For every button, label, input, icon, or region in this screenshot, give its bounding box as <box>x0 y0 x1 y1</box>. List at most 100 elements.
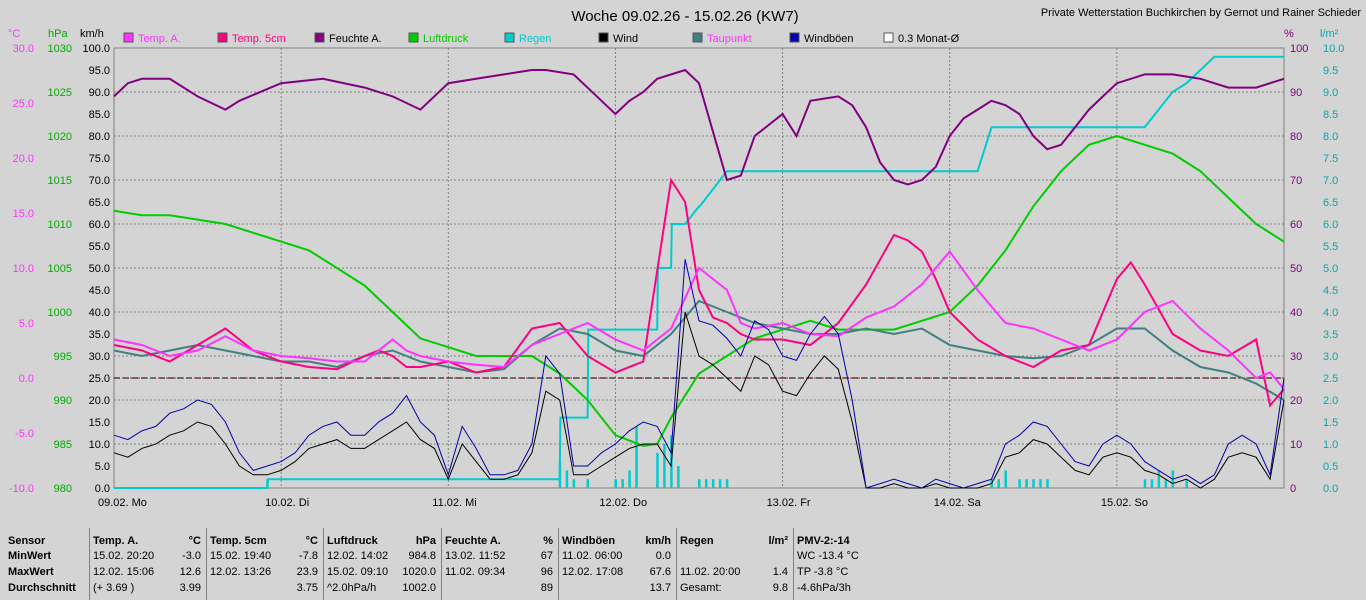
series-windboeen <box>113 259 1285 489</box>
hum-tick-label: 20 <box>1290 395 1302 407</box>
legend-swatch-regen <box>504 32 515 43</box>
press-tick-label: 1010 <box>48 219 72 231</box>
rain-tick-label: 6.0 <box>1323 219 1338 231</box>
press-tick-label: 980 <box>54 483 72 495</box>
temp-tick-label: 10.0 <box>13 263 34 275</box>
legend-swatch-luftdruck <box>408 32 419 43</box>
rain-tick-label: 6.5 <box>1323 197 1338 209</box>
table-cell-time: 13.02. 11:52 <box>445 550 506 562</box>
rain-bar <box>1143 479 1147 488</box>
temp-tick-label: 30.0 <box>13 43 34 55</box>
table-cell-time: 11.02. 09:34 <box>445 566 506 578</box>
wind-tick-label: 40.0 <box>89 307 110 319</box>
rain-tick-label: 1.0 <box>1323 439 1338 451</box>
table-cell-time: Gesamt: <box>680 582 722 594</box>
temp-unit-label: °C <box>8 28 20 40</box>
legend-swatch-wind <box>598 32 609 43</box>
wind-tick-label: 80.0 <box>89 131 110 143</box>
legend-label-avg03: 0.3 Monat-Ø <box>898 33 960 45</box>
temp-tick-label: 0.0 <box>19 373 34 385</box>
rain-bar <box>1004 470 1007 488</box>
rain-unit-label: l/m² <box>1320 28 1339 40</box>
table-cell-value: 89 <box>540 582 553 594</box>
temp-tick-label: 25.0 <box>13 98 34 110</box>
wind-unit-label: km/h <box>80 28 104 40</box>
rain-tick-label: 2.5 <box>1323 373 1338 385</box>
rain-tick-label: 3.0 <box>1323 351 1338 363</box>
press-tick-label: 990 <box>54 395 72 407</box>
table-cell-time: 12.02. 13:26 <box>210 566 272 578</box>
column-header: Temp. 5cm <box>210 535 267 547</box>
x-tick-label: 10.02. Di <box>265 497 309 509</box>
table-cell-value: 1002.0 <box>402 582 436 594</box>
rain-bar <box>698 479 701 488</box>
series-feuchte <box>113 68 1285 186</box>
table-cell-time: 15.02. 20:20 <box>93 550 155 562</box>
hum-tick-label: 30 <box>1290 351 1302 363</box>
rain-bar <box>718 479 722 488</box>
table-cell-time: 12.02. 14:02 <box>327 550 389 562</box>
rain-tick-label: 7.0 <box>1323 175 1338 187</box>
column-header: Regen <box>680 535 714 547</box>
table-column-divider <box>89 528 90 600</box>
rain-tick-label: 5.0 <box>1323 263 1338 275</box>
rain-bar <box>621 479 624 488</box>
press-tick-label: 1020 <box>48 131 72 143</box>
axes: 30.025.020.015.010.05.00.0-5.0-10.010301… <box>9 43 1345 509</box>
temp-tick-label: -10.0 <box>9 483 34 495</box>
hum-tick-label: 50 <box>1290 263 1302 275</box>
column-header: Luftdruck <box>327 535 378 547</box>
rain-tick-label: 5.5 <box>1323 241 1338 253</box>
press-tick-label: 1015 <box>48 175 72 187</box>
stats-table: Sensor MinWert MaxWert Durchschnitt Temp. A.… <box>0 528 1366 600</box>
series-lines <box>113 55 1285 489</box>
rain-bar <box>1025 479 1028 488</box>
legend-label-temp_a: Temp. A. <box>138 33 181 45</box>
rain-bar <box>628 470 631 488</box>
legend-label-feuchte: Feuchte A. <box>329 33 382 45</box>
table-column-divider <box>793 528 794 600</box>
legend-swatch-avg03 <box>883 32 894 43</box>
table-cell-value: 67 <box>540 550 553 562</box>
rain-bar <box>614 479 617 488</box>
table-cell-value: -7.8 <box>299 550 318 562</box>
rain-bar <box>1046 479 1049 488</box>
column-header: Windböen <box>562 535 616 547</box>
table-cell-value: 96 <box>540 566 553 578</box>
rain-bar <box>635 426 638 488</box>
wind-tick-label: 0.0 <box>95 483 110 495</box>
column-unit: % <box>543 535 553 547</box>
table-cell-value: 1020.0 <box>402 566 436 578</box>
press-tick-label: 1025 <box>48 87 72 99</box>
legend-label-taupunkt: Taupunkt <box>707 33 752 45</box>
x-tick-label: 11.02. Mi <box>432 497 476 509</box>
wind-tick-label: 85.0 <box>89 109 110 121</box>
rain-bar <box>1032 479 1035 488</box>
rain-tick-label: 7.5 <box>1323 153 1338 165</box>
column-header: PMV-2:-14 <box>797 535 850 547</box>
table-cell-time: -4.6hPa/3h <box>797 582 851 594</box>
temp-tick-label: -5.0 <box>15 428 34 440</box>
column-unit: hPa <box>415 535 436 547</box>
temp-tick-label: 15.0 <box>13 208 34 220</box>
rain-bar <box>704 479 708 488</box>
rain-bar <box>572 479 576 488</box>
hum-unit-label: % <box>1284 28 1294 40</box>
hum-tick-label: 60 <box>1290 219 1302 231</box>
temp-tick-label: 20.0 <box>13 153 34 165</box>
press-tick-label: 1000 <box>48 307 72 319</box>
wind-tick-label: 15.0 <box>89 417 110 429</box>
rain-tick-label: 8.5 <box>1323 109 1338 121</box>
column-unit: km/h <box>645 535 671 547</box>
hum-tick-label: 70 <box>1290 175 1302 187</box>
hum-tick-label: 80 <box>1290 131 1302 143</box>
wind-tick-label: 35.0 <box>89 329 110 341</box>
x-tick-label: 15.02. So <box>1101 497 1148 509</box>
rain-tick-label: 9.0 <box>1323 87 1338 99</box>
wind-tick-label: 30.0 <box>89 351 110 363</box>
table-cell-time: ^2.0hPa/h <box>327 582 377 594</box>
table-cell-value: 12.6 <box>179 566 201 578</box>
rain-tick-label: 10.0 <box>1323 43 1344 55</box>
legend-label-regen: Regen <box>519 33 551 45</box>
column-unit: °C <box>305 535 318 547</box>
